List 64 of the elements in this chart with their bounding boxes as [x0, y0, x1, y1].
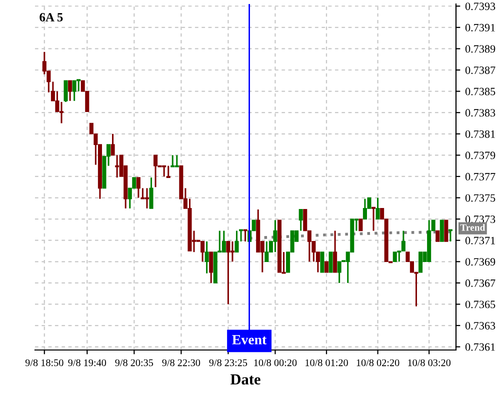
- y-tick-label: 0.7385: [465, 88, 496, 96]
- x-axis-title: Date: [230, 374, 260, 385]
- candlestick: [230, 240, 234, 262]
- candlestick: [59, 101, 64, 124]
- candlestick: [440, 220, 444, 242]
- candlestick: [154, 154, 158, 188]
- y-tick-label: 0.7387: [465, 66, 496, 74]
- candlestick: [324, 261, 329, 273]
- candlestick: [76, 78, 81, 92]
- candlestick: [333, 230, 338, 274]
- candlestick: [200, 240, 205, 262]
- y-tick-label: 0.7361: [465, 343, 495, 351]
- y-tick-label: 0.7389: [465, 45, 496, 53]
- x-tick-label: 9/8 23:25: [209, 359, 248, 366]
- text: 6A 5: [40, 13, 63, 22]
- x-tick-label: 9/8 22:30: [162, 359, 200, 366]
- y-tick-label: 0.7379: [465, 152, 496, 160]
- y-tick-label: 0.7393: [465, 2, 496, 10]
- candlestick: [149, 176, 154, 210]
- candlestick: [371, 206, 376, 232]
- candlestick: [234, 230, 239, 253]
- candlestick: [174, 154, 179, 168]
- y-tick-label: 0.7369: [465, 258, 496, 266]
- candlestick: [136, 176, 140, 199]
- candlestick: [401, 230, 406, 252]
- candlestick: [358, 218, 363, 232]
- y-tick-label: 0.7367: [465, 279, 496, 287]
- y-tick-label: 0.7381: [465, 130, 495, 138]
- candlestick: [444, 220, 448, 242]
- candlestick: [170, 154, 175, 168]
- candlestick: [204, 240, 209, 274]
- candlestick: [222, 230, 226, 253]
- series-label: Trend: [460, 224, 486, 231]
- candlestick: [337, 260, 342, 284]
- candlestick: [226, 240, 230, 305]
- y-tick-label: 0.7377: [465, 172, 496, 180]
- y-tick-label: 0.7363: [465, 322, 496, 330]
- candlestick: [436, 230, 440, 242]
- x-tick-label: 9/8 18:50: [25, 359, 64, 366]
- x-tick-label: 9/8 20:35: [115, 359, 154, 366]
- y-tick-label: 0.7371: [465, 236, 495, 244]
- candlestick: [72, 80, 76, 102]
- annotation: Event: [232, 335, 267, 344]
- candlestick: [64, 80, 68, 103]
- candlestick: [162, 165, 166, 178]
- x-tick-label: 10/8 01:20: [306, 359, 348, 366]
- y-tick-label: 0.7375: [465, 194, 496, 202]
- x-tick-label: 10/8 00:20: [254, 359, 297, 366]
- y-tick-label: 0.7383: [465, 109, 496, 117]
- x-tick-label: 10/8 02:20: [356, 359, 400, 366]
- candlestick: [264, 240, 269, 262]
- candlestick: [68, 80, 72, 102]
- candlestick: [209, 251, 214, 284]
- candlestick: [418, 252, 423, 273]
- y-tick-label: 0.7365: [465, 300, 496, 308]
- candlestick: [376, 196, 380, 220]
- candlestick: [328, 252, 333, 273]
- candlestick: [273, 219, 278, 253]
- candlestick: [166, 165, 170, 178]
- candlestick: [392, 252, 397, 262]
- y-tick-label: 0.7391: [465, 24, 495, 32]
- x-tick-label: 9/8 19:40: [68, 359, 106, 366]
- candlestick: [320, 252, 324, 273]
- x-tick-label: 10/8 03:20: [408, 359, 451, 366]
